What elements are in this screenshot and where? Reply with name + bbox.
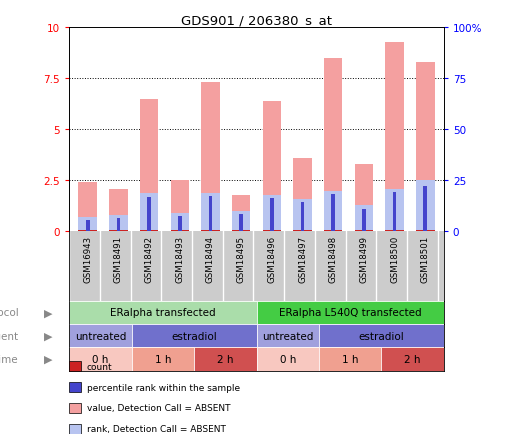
- Bar: [256, 348, 319, 371]
- Bar: [301, 202, 304, 232]
- Bar: [293, 230, 312, 232]
- Bar: [354, 164, 373, 232]
- Bar: [319, 348, 381, 371]
- Text: ERalpha L540Q transfected: ERalpha L540Q transfected: [279, 308, 422, 318]
- Bar: [263, 230, 281, 232]
- Text: GSM18494: GSM18494: [206, 235, 215, 283]
- Text: value, Detection Call = ABSENT: value, Detection Call = ABSENT: [87, 404, 230, 412]
- Bar: [416, 63, 435, 232]
- Bar: [78, 230, 97, 232]
- Text: GSM18495: GSM18495: [236, 235, 246, 283]
- Bar: [232, 195, 250, 232]
- Text: 2 h: 2 h: [217, 354, 233, 364]
- Text: GSM16943: GSM16943: [83, 235, 92, 283]
- Text: rank, Detection Call = ABSENT: rank, Detection Call = ABSENT: [87, 424, 226, 433]
- Text: GSM18493: GSM18493: [175, 235, 184, 283]
- Bar: [293, 199, 312, 232]
- Bar: [424, 187, 427, 232]
- Bar: [393, 192, 397, 232]
- Text: protocol: protocol: [0, 308, 18, 318]
- Bar: [416, 181, 435, 232]
- Bar: [69, 301, 256, 324]
- Bar: [170, 181, 189, 232]
- Text: count: count: [87, 362, 112, 371]
- Bar: [140, 230, 159, 232]
- Text: GSM18492: GSM18492: [145, 235, 153, 283]
- Bar: [354, 230, 373, 232]
- Bar: [324, 191, 343, 232]
- Bar: [109, 230, 128, 232]
- Bar: [381, 348, 444, 371]
- Text: GSM18499: GSM18499: [360, 235, 368, 282]
- Bar: [140, 193, 159, 232]
- Bar: [354, 205, 373, 232]
- Title: GDS901 / 206380_s_at: GDS901 / 206380_s_at: [181, 14, 332, 27]
- Bar: [385, 43, 404, 232]
- Text: ▶: ▶: [45, 331, 53, 341]
- Text: 2 h: 2 h: [404, 354, 421, 364]
- Bar: [232, 211, 250, 232]
- Bar: [201, 230, 220, 232]
- Text: GSM18491: GSM18491: [114, 235, 123, 283]
- Text: percentile rank within the sample: percentile rank within the sample: [87, 383, 240, 391]
- Text: 0 h: 0 h: [280, 354, 296, 364]
- Bar: [331, 194, 335, 232]
- Bar: [362, 210, 366, 232]
- Bar: [78, 183, 97, 232]
- Bar: [270, 198, 274, 232]
- Bar: [319, 324, 444, 348]
- Bar: [69, 324, 132, 348]
- Text: 1 h: 1 h: [342, 354, 359, 364]
- Text: estradiol: estradiol: [359, 331, 404, 341]
- Bar: [178, 217, 182, 232]
- Bar: [132, 324, 256, 348]
- Bar: [69, 348, 132, 371]
- Text: GSM18501: GSM18501: [421, 235, 430, 283]
- Bar: [170, 214, 189, 232]
- Bar: [385, 189, 404, 232]
- Bar: [324, 59, 343, 232]
- Text: ▶: ▶: [45, 354, 53, 364]
- Bar: [201, 193, 220, 232]
- Text: ▶: ▶: [45, 308, 53, 318]
- Text: untreated: untreated: [75, 331, 126, 341]
- Bar: [170, 230, 189, 232]
- Bar: [324, 230, 343, 232]
- Bar: [194, 348, 256, 371]
- Text: untreated: untreated: [262, 331, 313, 341]
- Bar: [209, 196, 212, 232]
- Text: GSM18500: GSM18500: [390, 235, 399, 283]
- Bar: [385, 230, 404, 232]
- Text: GSM18496: GSM18496: [267, 235, 277, 283]
- Bar: [416, 230, 435, 232]
- Bar: [263, 102, 281, 232]
- Bar: [201, 83, 220, 232]
- Text: GSM18497: GSM18497: [298, 235, 307, 283]
- Bar: [239, 214, 243, 232]
- Text: agent: agent: [0, 331, 18, 341]
- Bar: [109, 216, 128, 232]
- Bar: [78, 217, 97, 232]
- Bar: [109, 189, 128, 232]
- Bar: [256, 301, 444, 324]
- Bar: [140, 99, 159, 232]
- Text: ERalpha transfected: ERalpha transfected: [110, 308, 215, 318]
- Bar: [232, 230, 250, 232]
- Bar: [256, 324, 319, 348]
- Bar: [116, 219, 120, 232]
- Text: 1 h: 1 h: [154, 354, 171, 364]
- Bar: [147, 197, 151, 232]
- Text: time: time: [0, 354, 18, 364]
- Text: GSM18498: GSM18498: [329, 235, 338, 283]
- Bar: [132, 348, 194, 371]
- Text: estradiol: estradiol: [171, 331, 217, 341]
- Bar: [86, 220, 89, 232]
- Text: 0 h: 0 h: [92, 354, 109, 364]
- Bar: [293, 158, 312, 232]
- Bar: [263, 195, 281, 232]
